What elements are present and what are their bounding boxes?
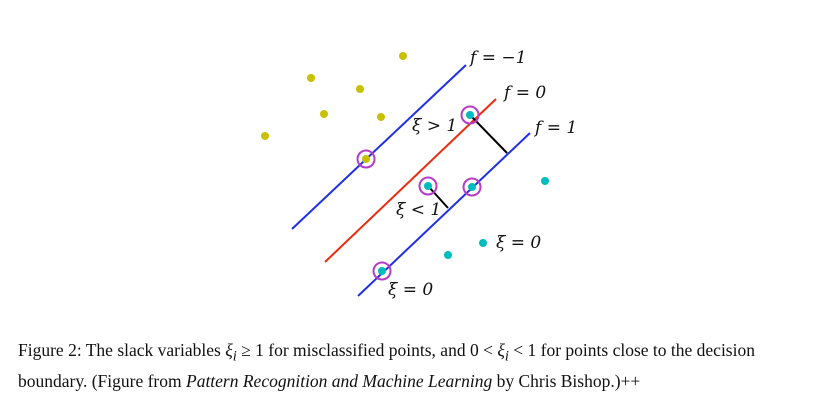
caption-xi-symbol-2: ξ [497, 340, 505, 360]
caption-xi-symbol: ξ [225, 340, 233, 360]
label-xi-eq-0-bottom: ξ = 0 [388, 280, 433, 300]
caption-ge-one: ≥ 1 [236, 340, 264, 360]
label-xi-eq-0-right: ξ = 0 [496, 233, 541, 253]
data-point-class-b [444, 251, 452, 259]
data-point-class-a [399, 52, 407, 60]
caption-subscript-i-2: i [504, 348, 509, 365]
slack-segment-xi-lt-1 [428, 186, 449, 209]
data-point-class-b [466, 111, 474, 119]
data-point-class-a [307, 74, 315, 82]
data-point-class-b [424, 182, 432, 190]
support-vector-ring [462, 177, 482, 197]
data-point-class-a [261, 132, 269, 140]
data-point-class-a [356, 85, 364, 93]
caption-subscript-i: i [232, 348, 237, 365]
data-point-class-a [362, 155, 370, 163]
label-xi-gt-1: ξ > 1 [412, 116, 457, 136]
caption-text-2: for misclassified points, and [263, 340, 470, 360]
data-point-class-b [378, 267, 386, 275]
caption-zero-lt: 0 < [469, 340, 498, 360]
label-f-pos1: f = 1 [533, 118, 577, 138]
data-point-class-a [377, 113, 385, 121]
data-point-class-b [541, 177, 549, 185]
caption-book-title: Pattern Recognition and Machine Learning [186, 370, 493, 391]
margin-line-f-pos1 [357, 132, 531, 297]
support-vector-ring [372, 261, 392, 281]
support-vector-ring [418, 176, 438, 196]
slack-segment-xi-gt-1 [470, 115, 508, 154]
caption-text-4: by Chris Bishop.)++ [492, 370, 641, 391]
support-vector-ring [356, 149, 376, 169]
figure-caption: Figure 2: The slack variables ξi ≥ 1 for… [18, 338, 823, 393]
data-point-class-a [320, 110, 328, 118]
caption-lt-one: < 1 [508, 340, 537, 360]
data-point-class-b [479, 239, 487, 247]
data-point-class-b [468, 183, 476, 191]
caption-text-3: for points close to the decision boundar… [18, 340, 755, 391]
caption-text-1: Figure 2: The slack variables [18, 340, 226, 360]
label-f-zero: f = 0 [502, 83, 546, 103]
decision-boundary-f0 [324, 98, 497, 263]
margin-line-f-neg1 [291, 64, 467, 230]
label-xi-lt-1: ξ < 1 [396, 200, 441, 220]
support-vector-ring [460, 105, 480, 125]
svm-slack-figure: f = −1 f = 0 f = 1 ξ > 1 ξ < 1 ξ = 0 ξ =… [261, 48, 577, 300]
label-f-neg1: f = −1 [468, 48, 526, 68]
